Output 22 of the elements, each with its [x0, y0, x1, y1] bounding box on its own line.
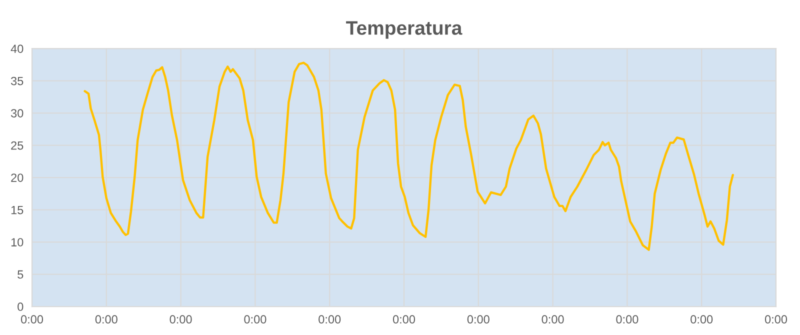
y-tick-label: 35: [10, 76, 24, 86]
x-tick-label: 0:00: [392, 315, 416, 324]
x-tick-label: 0:00: [764, 315, 788, 324]
x-tick-label: 0:00: [616, 315, 638, 324]
x-tick-label: 0:00: [690, 315, 713, 324]
x-tick-label: 0:00: [95, 315, 118, 324]
line-series: [84, 62, 734, 251]
x-tick-label: 0:00: [20, 315, 44, 324]
x-tick-label: 0:00: [244, 315, 266, 324]
y-tick-label: 30: [10, 109, 24, 118]
x-tick-label: 0:00: [467, 315, 490, 324]
y-tick-label: 15: [11, 206, 24, 214]
x-tick-label: 0:00: [318, 315, 341, 324]
x-tick-label: 0:00: [170, 315, 192, 324]
chart-title: Temperatura: [346, 21, 462, 39]
y-tick-label: 5: [18, 270, 24, 279]
y-tick-label: 25: [11, 141, 24, 150]
x-tick-label: 0:00: [542, 315, 564, 324]
y-tick-label: 0: [18, 302, 24, 311]
y-tick-label: 40: [10, 44, 24, 53]
y-tick-label: 10: [11, 238, 24, 246]
y-tick-label: 20: [11, 174, 24, 182]
